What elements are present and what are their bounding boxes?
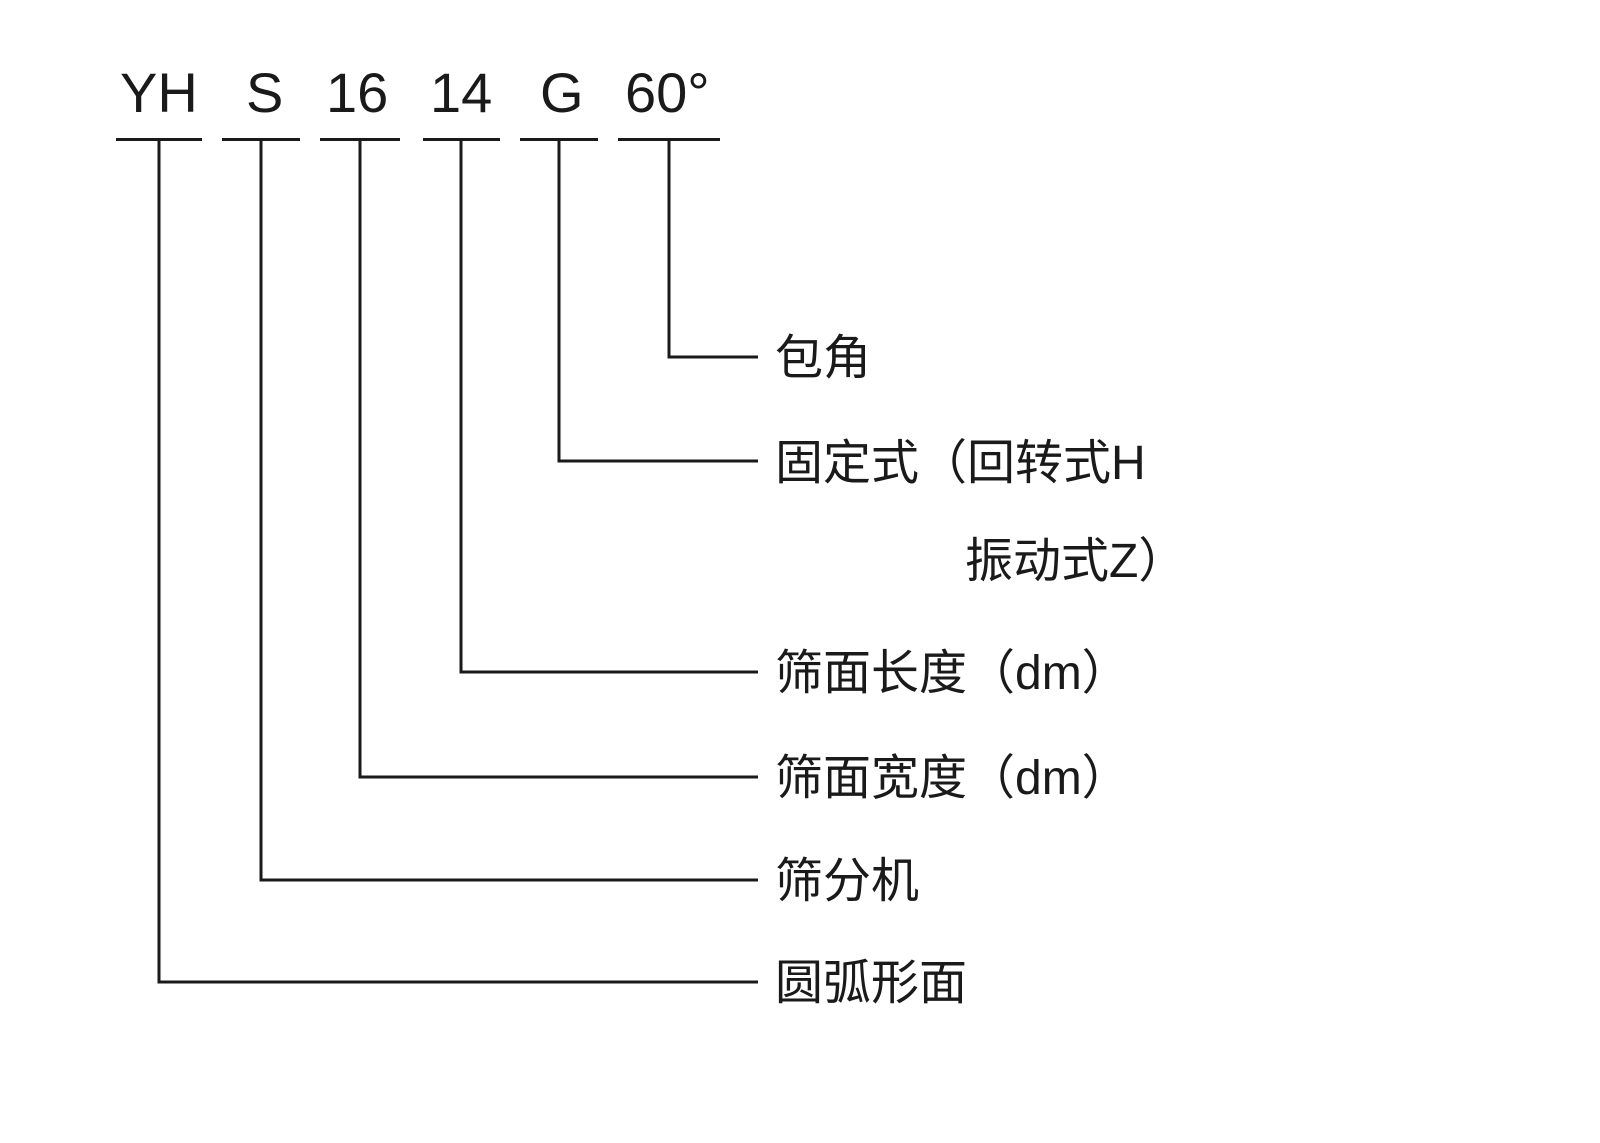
underline-60 — [618, 138, 720, 141]
code-part-g: G — [540, 60, 584, 125]
code-part-16: 16 — [326, 60, 388, 125]
desc-fixed-type-sub: 振动式Z） — [965, 521, 1186, 591]
underline-s — [222, 138, 300, 141]
underline-16 — [320, 138, 400, 141]
desc-wrap-angle: 包角 — [775, 333, 871, 386]
underline-yh — [116, 138, 202, 141]
desc-fixed-type: 固定式（回转式H — [775, 438, 1146, 491]
code-part-s: S — [246, 60, 283, 125]
desc-screen-machine: 筛分机 — [775, 856, 919, 909]
underline-g — [520, 138, 598, 141]
code-part-14: 14 — [430, 60, 492, 125]
underline-14 — [423, 138, 500, 141]
nomenclature-diagram: YH S 16 14 G 60° 包角 固定式（回转式H 振动式Z） 筛面长度（… — [0, 0, 1600, 1143]
desc-screen-width: 筛面宽度（dm） — [775, 753, 1130, 806]
code-part-60: 60° — [625, 60, 710, 125]
code-part-yh: YH — [120, 60, 198, 125]
desc-screen-length: 筛面长度（dm） — [775, 648, 1130, 701]
desc-arc-surface: 圆弧形面 — [775, 958, 967, 1011]
